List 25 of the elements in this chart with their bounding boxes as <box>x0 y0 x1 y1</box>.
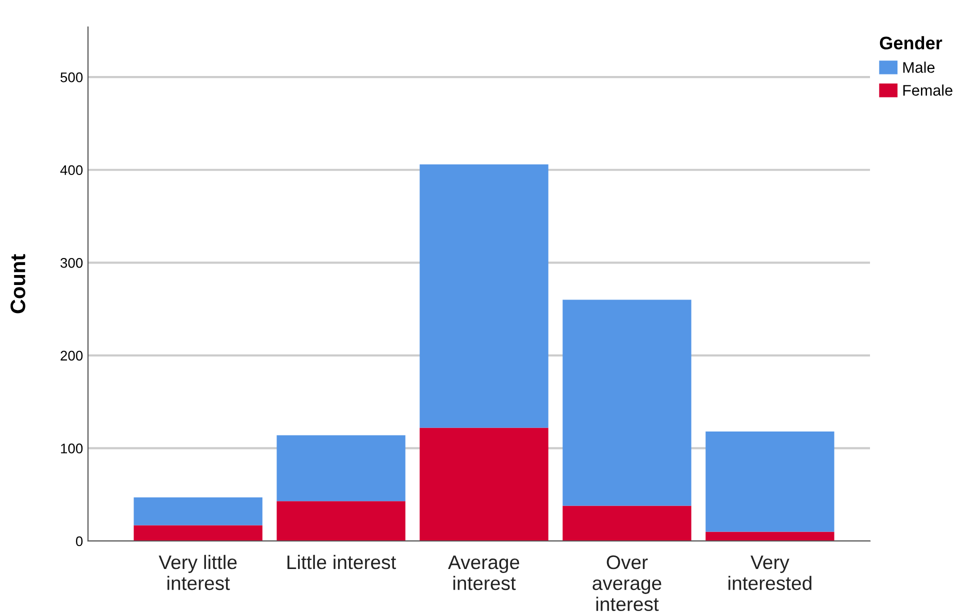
bar <box>276 501 406 541</box>
x-tick-label: Average interest <box>448 556 520 590</box>
x-tick-label: Over average interest <box>592 555 662 612</box>
y-tick-label: 100 <box>61 444 83 454</box>
x-tick-label: Very little interest <box>158 554 237 590</box>
bar <box>562 506 692 541</box>
bar <box>706 532 834 541</box>
bar <box>420 428 548 541</box>
legend-label: Male <box>903 62 935 73</box>
bar <box>134 497 262 526</box>
bar <box>134 525 262 541</box>
bar <box>276 435 406 502</box>
y-tick-label: 300 <box>60 258 83 268</box>
bar <box>562 300 692 506</box>
legend-label: Female <box>903 84 952 96</box>
bar <box>706 432 834 532</box>
y-tick-label: 400 <box>60 165 83 176</box>
y-tick-label: 200 <box>60 350 83 361</box>
y-axis-title: Count <box>10 254 26 314</box>
x-tick-label: Little interest <box>288 554 396 570</box>
bar <box>420 164 548 428</box>
x-tick-label: Very interested <box>728 556 812 590</box>
y-tick-label: 0 <box>76 536 83 546</box>
legend-title: Gender <box>880 36 942 50</box>
y-tick-label: 500 <box>60 72 83 82</box>
